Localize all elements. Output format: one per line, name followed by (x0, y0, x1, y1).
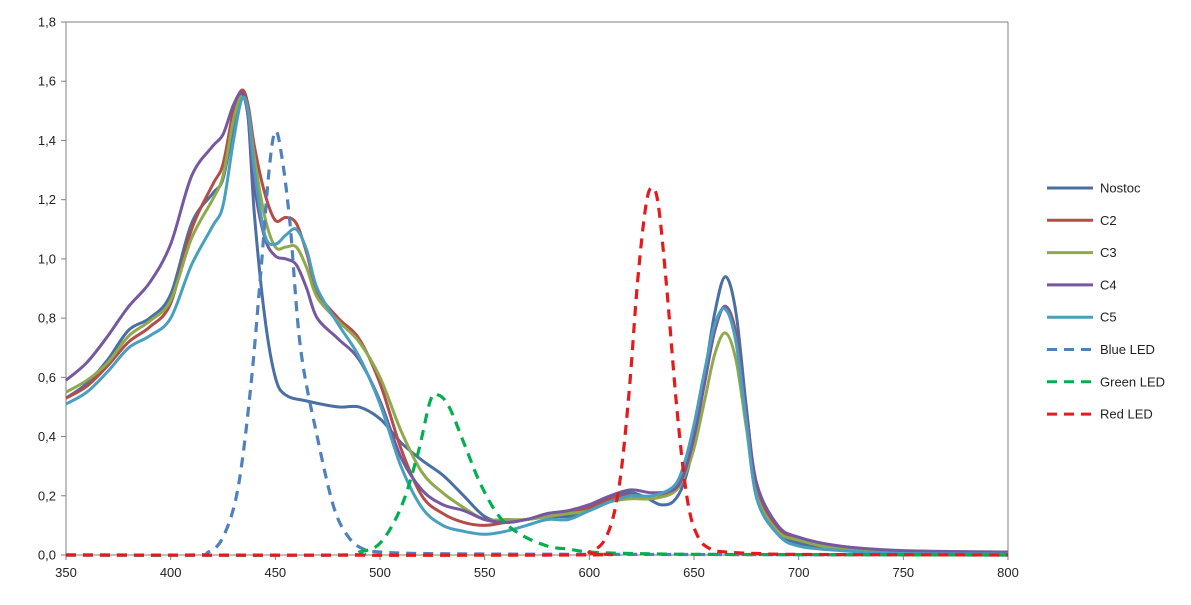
series-line-nostoc (65, 91, 1009, 555)
x-tick-label: 750 (892, 565, 914, 580)
legend-label: C3 (1100, 245, 1117, 260)
series-line-c3 (65, 94, 1009, 555)
legend-item-red-led: Red LED (1047, 407, 1153, 422)
legend-label: C5 (1100, 310, 1117, 325)
x-tick-label: 500 (369, 565, 391, 580)
legend-item-c4: C4 (1047, 277, 1117, 292)
series-line-c4 (65, 91, 1009, 554)
x-tick-label: 400 (160, 565, 182, 580)
y-tick-label: 1,6 (38, 74, 56, 89)
legend-item-c3: C3 (1047, 245, 1117, 260)
y-tick-label: 1,8 (38, 15, 56, 30)
legend-item-c2: C2 (1047, 213, 1117, 228)
series-line-red-led (65, 186, 1009, 557)
y-tick-label: 0,8 (38, 311, 56, 326)
legend-label: Nostoc (1100, 181, 1141, 196)
legend-item-blue-led: Blue LED (1047, 342, 1155, 357)
x-tick-label: 700 (788, 565, 810, 580)
x-tick-label: 350 (55, 565, 77, 580)
legend: Nostoc C2 C3 C4 C5 Blue LED Green LED Red LED (1047, 181, 1165, 422)
y-tick-label: 0,6 (38, 370, 56, 385)
legend-label: Blue LED (1100, 342, 1155, 357)
plot-area (65, 21, 1009, 556)
legend-label: C2 (1100, 213, 1117, 228)
y-axis-ticks: 0,0 0,2 0,4 0,6 0,8 1,0 1,2 1,4 1,6 1,8 (38, 15, 66, 563)
x-tick-label: 600 (578, 565, 600, 580)
y-tick-label: 1,0 (38, 251, 56, 266)
legend-label: C4 (1100, 277, 1117, 292)
y-tick-label: 0,4 (38, 429, 56, 444)
series-line-green-led (65, 392, 1009, 557)
legend-item-nostoc: Nostoc (1047, 181, 1141, 196)
y-tick-label: 1,2 (38, 192, 56, 207)
y-tick-label: 0,0 (38, 548, 56, 563)
y-tick-label: 1,4 (38, 133, 56, 148)
series-lines (65, 88, 1009, 557)
x-tick-label: 550 (474, 565, 496, 580)
series-line-c5 (65, 95, 1009, 556)
series-line-c2 (65, 88, 1009, 555)
y-tick-label: 0,2 (38, 488, 56, 503)
legend-label: Green LED (1100, 374, 1165, 389)
legend-label: Red LED (1100, 407, 1153, 422)
legend-item-c5: C5 (1047, 310, 1117, 325)
legend-item-green-led: Green LED (1047, 374, 1165, 389)
x-tick-label: 800 (997, 565, 1019, 580)
x-tick-label: 450 (264, 565, 286, 580)
x-axis-ticks: 350 400 450 500 550 600 650 700 750 800 (55, 555, 1019, 580)
x-tick-label: 650 (683, 565, 705, 580)
